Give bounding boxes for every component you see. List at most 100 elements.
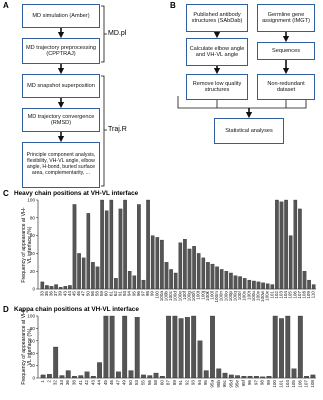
bar: [141, 374, 146, 379]
x-tick-label: 91: [118, 291, 123, 297]
bar: [247, 375, 253, 379]
x-tick-label: 100h: [191, 291, 196, 302]
x-tick-label: 108: [302, 291, 307, 299]
x-tick-label: 95: [131, 291, 136, 297]
bar: [228, 374, 234, 379]
group-label: MD.pl: [108, 30, 127, 37]
chart-title: Heavy chain positions at VH-VL interface: [14, 190, 139, 197]
y-tick-label: 20: [30, 269, 36, 274]
x-tick-label: 91: [178, 380, 183, 386]
bar: [47, 374, 52, 379]
x-tick-label: 58: [95, 291, 100, 297]
bar: [201, 257, 206, 290]
x-tick-label: 100g: [187, 291, 192, 302]
x-tick-label: 46: [109, 380, 114, 386]
bar: [191, 315, 197, 379]
bar: [178, 318, 184, 379]
bar: [146, 199, 150, 290]
x-tick-label: 94: [127, 291, 132, 297]
x-tick-label: 95: [203, 380, 208, 386]
bar: [77, 253, 81, 290]
bar: [132, 275, 137, 290]
bar: [265, 283, 270, 290]
x-tick-label: 93: [122, 291, 127, 297]
bar: [187, 248, 192, 290]
y-tick-label: 60: [30, 338, 36, 343]
bar: [183, 239, 187, 290]
x-tick-label: 106: [292, 291, 297, 299]
bar: [210, 315, 215, 379]
x-tick-label: 100q: [233, 291, 238, 302]
bar: [40, 374, 46, 379]
x-tick-label: 105: [288, 291, 293, 299]
panel-label: D: [3, 305, 9, 314]
bar: [275, 199, 279, 290]
x-tick-label: 100p: [228, 291, 233, 302]
bar: [210, 263, 215, 290]
brackets: [101, 5, 307, 187]
x-tick-label: 100l: [210, 291, 215, 300]
x-tick-label: 106: [297, 380, 302, 388]
bar: [72, 204, 77, 290]
bar: [54, 284, 58, 290]
flow-box: Non-redundant dataset: [257, 74, 315, 100]
bar: [153, 372, 159, 379]
bar: [284, 199, 288, 290]
x-tick-label: 100d: [173, 291, 178, 302]
bar: [254, 375, 259, 379]
x-tick-label: 50: [85, 291, 90, 297]
x-tick-label: 100r: [237, 291, 242, 301]
x-tick-label: 95a: [210, 380, 215, 388]
bar: [72, 375, 77, 379]
bar: [109, 199, 114, 290]
x-tick-label: 42: [84, 380, 89, 386]
panel-label: B: [170, 1, 176, 10]
x-tick-label: 101: [269, 291, 274, 299]
x-tick-label: 100s: [242, 290, 247, 301]
x-tick-label: 45: [72, 291, 77, 297]
x-tick-label: 56: [147, 380, 152, 386]
x-tick-label: 62: [113, 291, 118, 297]
x-tick-label: 58: [153, 380, 158, 386]
x-tick-label: 61: [108, 291, 113, 297]
bar: [219, 269, 224, 290]
x-tick-label: 44: [67, 291, 72, 297]
bar: [242, 278, 247, 290]
bar: [311, 284, 316, 290]
bar: [238, 276, 242, 290]
x-tick-label: 53: [134, 380, 139, 386]
x-tick-label: 100w: [260, 290, 265, 302]
x-tick-label: 36: [49, 291, 54, 297]
bar: [155, 237, 160, 290]
x-tick-label: 95b: [216, 380, 221, 388]
bar: [172, 315, 178, 379]
bar: [215, 266, 219, 290]
bar: [40, 281, 45, 290]
x-tick-label: 110: [311, 291, 316, 299]
flow-box: MD trajectory preprocessing (CPPTRAJ): [22, 38, 100, 64]
x-tick-label: 100e: [177, 291, 182, 302]
x-tick-label: 92: [184, 380, 189, 386]
x-tick-label: 100a: [159, 291, 164, 302]
bar: [247, 279, 252, 290]
x-tick-label: 97: [253, 380, 258, 386]
x-tick-label: 100: [272, 380, 277, 388]
x-tick-label: 100c: [168, 290, 173, 301]
bar: [160, 239, 164, 290]
y-tick-label: 100: [27, 314, 35, 319]
bar: [150, 235, 155, 290]
bar: [91, 262, 95, 290]
flow-box: Calculate elbow angle and VH-VL angle: [186, 38, 248, 66]
bar: [307, 279, 311, 290]
bar: [45, 285, 49, 290]
x-tick-label: 47: [115, 380, 120, 386]
x-tick-label: 35: [44, 291, 49, 297]
bar: [272, 315, 278, 379]
bar: [123, 199, 127, 290]
bar: [261, 282, 265, 290]
x-tick-label: 96: [247, 380, 252, 386]
x-tick-label: 108: [310, 380, 315, 388]
x-tick-label: 37: [53, 291, 58, 297]
x-tick-label: 60: [159, 380, 164, 386]
